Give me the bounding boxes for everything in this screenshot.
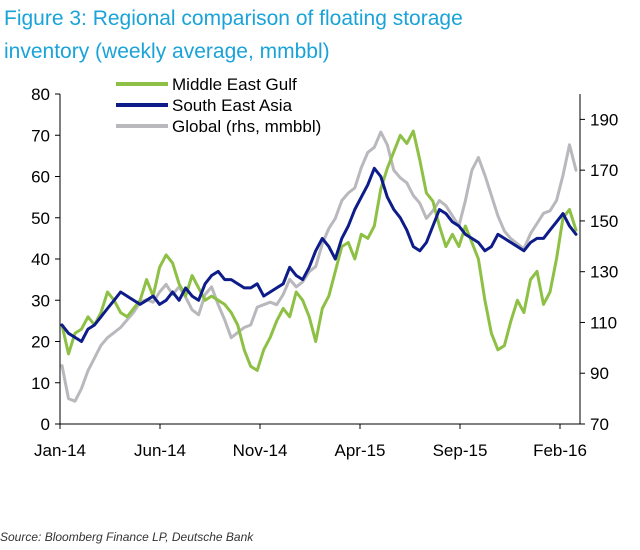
x-tick-label: Nov-14 bbox=[233, 441, 288, 460]
left-y-tick-label: 40 bbox=[31, 250, 50, 269]
chart-title-line-2: inventory (weekly average, mmbbl) bbox=[4, 40, 330, 63]
chart-title: Figure 3: Regional comparison of floatin… bbox=[4, 2, 636, 68]
left-y-tick-label: 50 bbox=[31, 209, 50, 228]
left-y-tick-label: 80 bbox=[31, 85, 50, 104]
right-y-tick-label: 190 bbox=[590, 110, 618, 129]
right-y-tick-label: 110 bbox=[590, 313, 617, 332]
chart-title-line-1: Figure 3: Regional comparison of floatin… bbox=[4, 7, 463, 30]
x-tick-label: Jun-14 bbox=[134, 441, 186, 460]
left-y-tick-label: 30 bbox=[31, 291, 50, 310]
series-line-middle-east-gulf bbox=[60, 129, 578, 372]
left-y-tick-label: 60 bbox=[31, 168, 50, 187]
right-y-tick-label: 150 bbox=[590, 212, 618, 231]
left-y-tick-label: 70 bbox=[31, 126, 50, 145]
right-y-tick-label: 90 bbox=[590, 364, 609, 383]
x-tick-label: Sep-15 bbox=[433, 441, 488, 460]
left-y-tick-label: 0 bbox=[41, 415, 50, 434]
legend-label: Global (rhs, mmbbl) bbox=[172, 117, 321, 136]
left-y-tick-label: 20 bbox=[31, 333, 50, 352]
legend-label: South East Asia bbox=[172, 96, 293, 115]
right-y-tick-label: 70 bbox=[590, 415, 609, 434]
x-tick-label: Apr-15 bbox=[334, 441, 385, 460]
series-line-south-east-asia bbox=[60, 166, 578, 343]
right-y-tick-label: 170 bbox=[590, 161, 618, 180]
x-tick-label: Jan-14 bbox=[34, 441, 86, 460]
legend-label: Middle East Gulf bbox=[172, 75, 297, 94]
source-note: Source: Bloomberg Finance LP, Deutsche B… bbox=[0, 530, 254, 544]
right-y-tick-label: 130 bbox=[590, 263, 618, 282]
left-y-tick-label: 10 bbox=[31, 374, 50, 393]
series-line-global-rhs-mmbbl bbox=[60, 130, 578, 403]
x-tick-label: Feb-16 bbox=[533, 441, 587, 460]
